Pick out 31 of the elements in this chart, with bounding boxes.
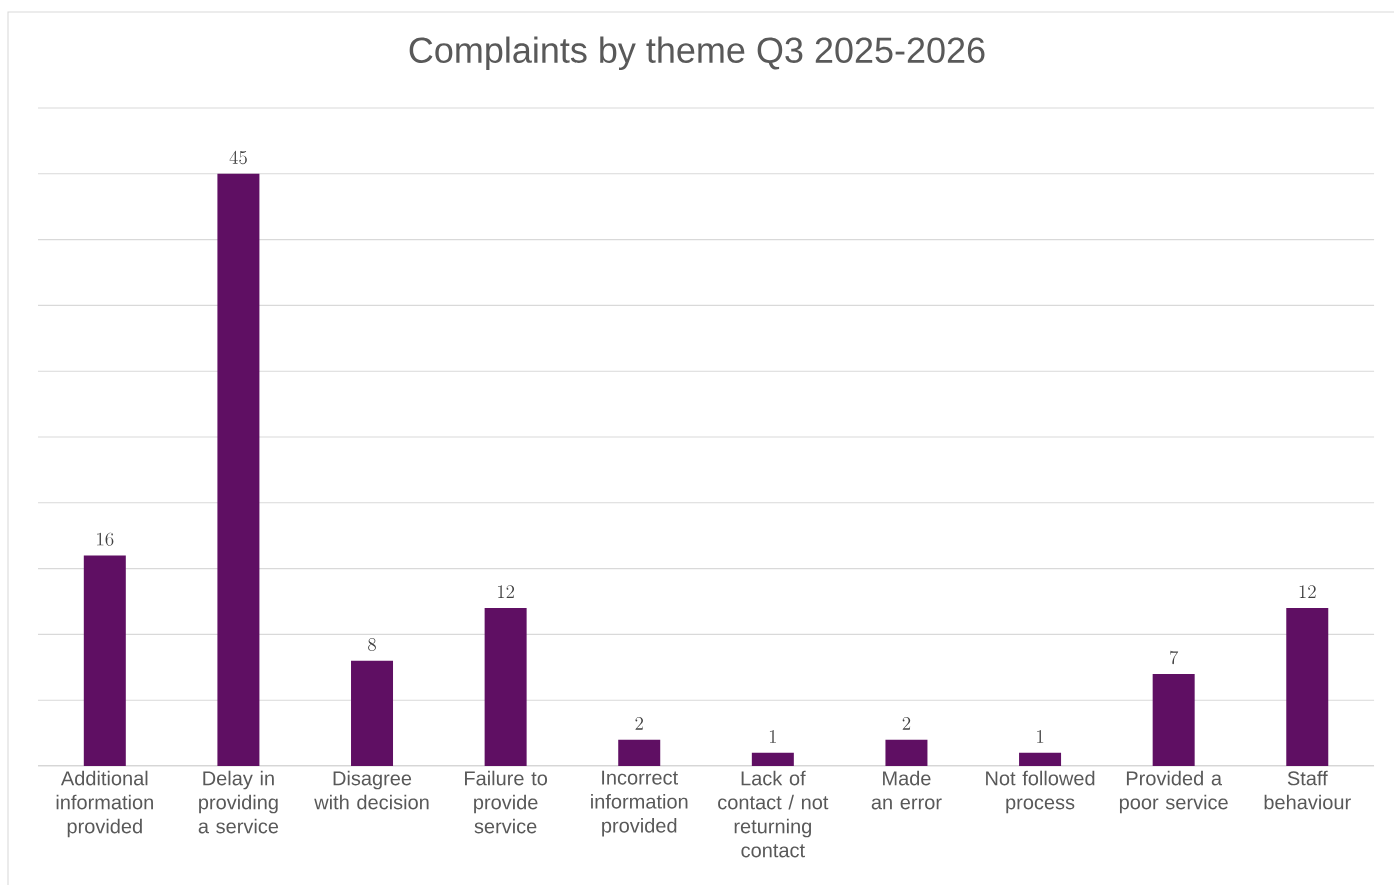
bar xyxy=(484,608,527,766)
bar xyxy=(1152,673,1195,766)
x-tick-label: Not followed process xyxy=(986,770,1095,814)
bar xyxy=(83,555,126,766)
data-label: 1 xyxy=(769,730,777,743)
chart-title: Complaints by theme Q3 2025-2026 xyxy=(409,36,985,71)
data-label: 1 xyxy=(1037,730,1044,743)
x-tick-label: Lack of contact / not returning contact xyxy=(718,770,829,858)
x-tick-label: Provided a poor service xyxy=(1119,770,1228,814)
x-tick-label: Additional information provided xyxy=(56,770,153,838)
x-tick-label: Made an error xyxy=(871,770,942,810)
data-label: 16 xyxy=(97,532,114,546)
data-label: 12 xyxy=(1299,585,1316,599)
data-label: 2 xyxy=(635,716,643,730)
bar xyxy=(351,660,394,766)
bar xyxy=(217,173,260,766)
bar xyxy=(751,752,794,766)
x-tick-label: Failure to provide service xyxy=(465,770,548,834)
bar xyxy=(885,739,928,766)
data-label: 45 xyxy=(229,150,247,165)
x-tick-label: Disagree with decision xyxy=(314,770,429,810)
x-tick-label: Incorrect information provided xyxy=(591,770,688,837)
data-label: 12 xyxy=(497,585,515,599)
bar xyxy=(1286,608,1329,766)
bar xyxy=(1019,752,1062,766)
x-tick-label: Staff behaviour xyxy=(1264,770,1351,810)
x-tick-label: Delay in providing a service xyxy=(198,770,279,834)
data-label: 8 xyxy=(368,637,376,652)
data-label: 7 xyxy=(1170,650,1179,665)
data-label: 2 xyxy=(902,716,911,730)
bar xyxy=(618,739,661,766)
